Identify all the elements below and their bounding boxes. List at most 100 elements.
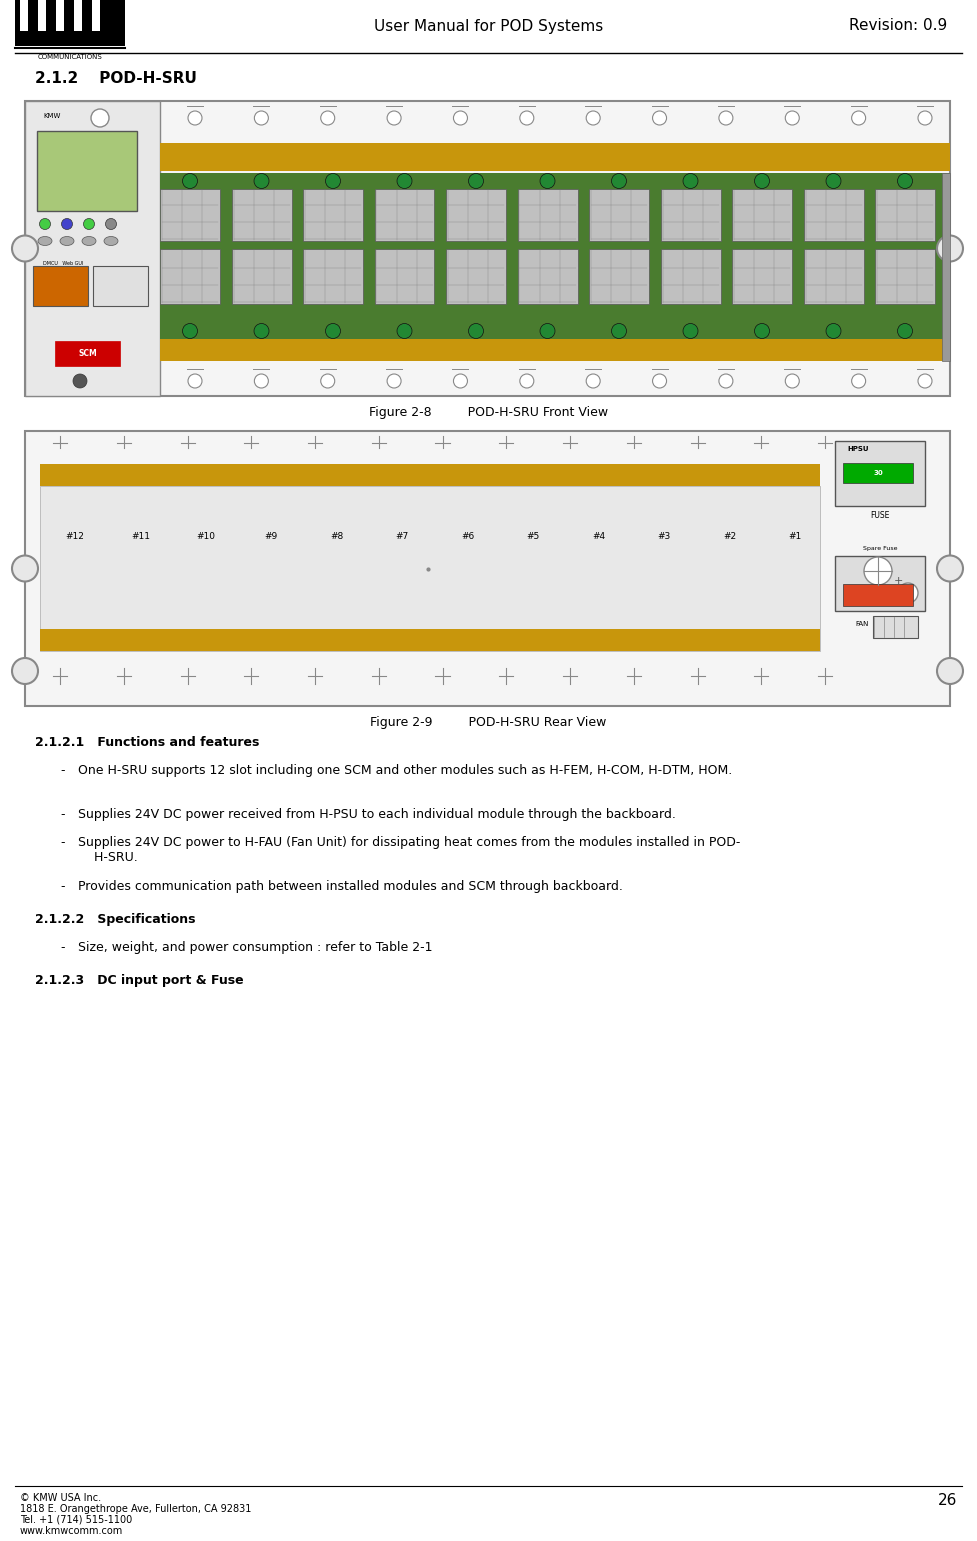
Circle shape bbox=[683, 174, 698, 188]
Circle shape bbox=[183, 324, 197, 339]
Bar bbox=[835, 441, 925, 505]
Circle shape bbox=[188, 374, 202, 388]
Circle shape bbox=[586, 111, 600, 125]
Circle shape bbox=[683, 324, 698, 339]
Text: Figure 2-8         POD-H-SRU Front View: Figure 2-8 POD-H-SRU Front View bbox=[369, 405, 608, 419]
Text: COMMUNICATIONS: COMMUNICATIONS bbox=[38, 54, 103, 60]
Circle shape bbox=[397, 174, 412, 188]
Text: 2.1.2.1   Functions and features: 2.1.2.1 Functions and features bbox=[35, 737, 259, 749]
Bar bbox=[25, 102, 950, 396]
Circle shape bbox=[864, 556, 892, 586]
Circle shape bbox=[320, 111, 335, 125]
Circle shape bbox=[397, 324, 412, 339]
Circle shape bbox=[39, 219, 51, 230]
Circle shape bbox=[937, 658, 963, 684]
Text: HPSU: HPSU bbox=[847, 445, 869, 452]
Bar bbox=[55, 341, 120, 367]
Circle shape bbox=[918, 111, 932, 125]
Bar bbox=[40, 629, 820, 650]
Text: +: + bbox=[893, 576, 903, 586]
Bar bbox=[56, 0, 64, 31]
Circle shape bbox=[469, 174, 484, 188]
Circle shape bbox=[786, 374, 799, 388]
Circle shape bbox=[540, 174, 555, 188]
Circle shape bbox=[719, 111, 733, 125]
Text: -: - bbox=[60, 942, 64, 954]
Circle shape bbox=[852, 374, 866, 388]
Bar bbox=[37, 131, 137, 211]
Text: #3: #3 bbox=[658, 532, 671, 541]
Text: #1: #1 bbox=[788, 532, 801, 541]
Bar bbox=[40, 485, 820, 650]
Bar bbox=[446, 190, 506, 240]
Circle shape bbox=[325, 174, 341, 188]
Circle shape bbox=[325, 324, 341, 339]
Circle shape bbox=[898, 582, 918, 603]
Text: www.kmwcomm.com: www.kmwcomm.com bbox=[20, 1526, 123, 1536]
Bar bbox=[303, 250, 363, 304]
Bar bbox=[843, 462, 913, 482]
Text: #6: #6 bbox=[461, 532, 475, 541]
Text: 1818 E. Orangethrope Ave, Fullerton, CA 92831: 1818 E. Orangethrope Ave, Fullerton, CA … bbox=[20, 1504, 251, 1513]
Circle shape bbox=[520, 374, 533, 388]
Text: #8: #8 bbox=[330, 532, 344, 541]
Bar bbox=[803, 250, 864, 304]
Bar bbox=[803, 190, 864, 240]
Text: Figure 2-9         POD-H-SRU Rear View: Figure 2-9 POD-H-SRU Rear View bbox=[370, 717, 607, 729]
Bar bbox=[660, 190, 720, 240]
Bar bbox=[942, 173, 950, 361]
Circle shape bbox=[826, 324, 841, 339]
Text: SCM: SCM bbox=[78, 348, 97, 358]
Circle shape bbox=[188, 111, 202, 125]
Circle shape bbox=[754, 174, 770, 188]
Bar bbox=[446, 250, 506, 304]
Bar bbox=[374, 190, 435, 240]
Circle shape bbox=[91, 109, 109, 126]
Text: #7: #7 bbox=[396, 532, 409, 541]
Circle shape bbox=[852, 111, 866, 125]
Circle shape bbox=[937, 555, 963, 581]
Text: One H-SRU supports 12 slot including one SCM and other modules such as H-FEM, H-: One H-SRU supports 12 slot including one… bbox=[78, 764, 732, 777]
Circle shape bbox=[653, 111, 666, 125]
Circle shape bbox=[254, 374, 269, 388]
Bar bbox=[160, 173, 950, 361]
Circle shape bbox=[12, 555, 38, 581]
Text: 2.1.2.3   DC input port & Fuse: 2.1.2.3 DC input port & Fuse bbox=[35, 974, 243, 986]
Ellipse shape bbox=[38, 236, 52, 245]
Text: 30: 30 bbox=[873, 470, 883, 476]
Circle shape bbox=[453, 374, 467, 388]
Circle shape bbox=[254, 111, 269, 125]
Text: 2.1.2.2   Specifications: 2.1.2.2 Specifications bbox=[35, 912, 195, 926]
Text: #9: #9 bbox=[265, 532, 278, 541]
Text: #4: #4 bbox=[592, 532, 605, 541]
Circle shape bbox=[898, 174, 913, 188]
Bar bbox=[875, 190, 935, 240]
Circle shape bbox=[12, 658, 38, 684]
Ellipse shape bbox=[60, 236, 74, 245]
Bar bbox=[25, 431, 950, 706]
Bar bbox=[25, 102, 160, 396]
Ellipse shape bbox=[82, 236, 96, 245]
Bar bbox=[875, 250, 935, 304]
Bar bbox=[374, 250, 435, 304]
Bar bbox=[843, 584, 913, 606]
Bar bbox=[40, 464, 820, 485]
Circle shape bbox=[653, 374, 666, 388]
Text: #2: #2 bbox=[723, 532, 736, 541]
Bar bbox=[38, 0, 46, 31]
Circle shape bbox=[183, 174, 197, 188]
Bar bbox=[518, 190, 577, 240]
Ellipse shape bbox=[104, 236, 118, 245]
Circle shape bbox=[83, 219, 95, 230]
Text: Supplies 24V DC power to H-FAU (Fan Unit) for dissipating heat comes from the mo: Supplies 24V DC power to H-FAU (Fan Unit… bbox=[78, 837, 741, 865]
Bar bbox=[732, 250, 792, 304]
Text: 26: 26 bbox=[938, 1493, 957, 1509]
Text: KMW: KMW bbox=[43, 112, 61, 119]
Text: -: - bbox=[60, 807, 64, 821]
Circle shape bbox=[918, 374, 932, 388]
Bar bbox=[835, 556, 925, 610]
Circle shape bbox=[937, 236, 963, 262]
Circle shape bbox=[826, 174, 841, 188]
Circle shape bbox=[898, 324, 913, 339]
Text: 2.1.2    POD-H-SRU: 2.1.2 POD-H-SRU bbox=[35, 71, 197, 86]
